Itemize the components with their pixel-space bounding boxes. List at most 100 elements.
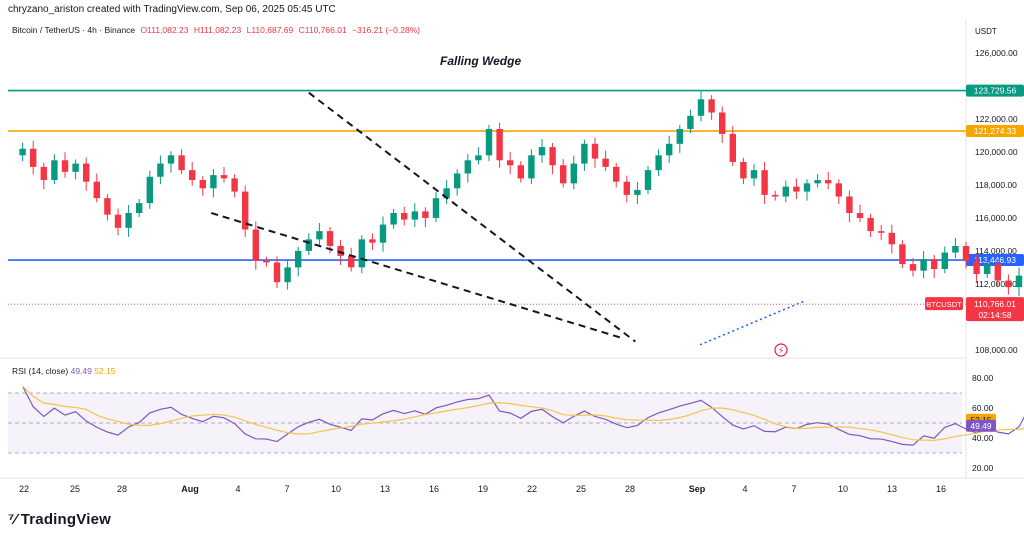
candle-body bbox=[61, 160, 69, 172]
time-tick-label: 22 bbox=[527, 484, 537, 494]
candle-body bbox=[136, 203, 143, 214]
open-value: O111,082.23 bbox=[140, 25, 189, 35]
candle-body bbox=[189, 170, 196, 181]
time-tick-label: 25 bbox=[70, 484, 80, 494]
candle-body bbox=[19, 148, 26, 156]
candle-body bbox=[40, 166, 47, 181]
price-tick-label: 126,000.00 bbox=[975, 48, 1018, 58]
candle-body bbox=[178, 155, 185, 171]
time-tick-label: 25 bbox=[576, 484, 586, 494]
candle-body bbox=[655, 155, 662, 171]
change-value: −316.21 (−0.28%) bbox=[352, 25, 421, 35]
current-price-tag bbox=[966, 297, 1024, 322]
candle-body bbox=[570, 163, 577, 184]
candle-body bbox=[676, 128, 683, 144]
candle-body bbox=[729, 133, 736, 162]
wedge-lower-line bbox=[210, 212, 623, 340]
rsi-title: RSI (14, close) bbox=[12, 366, 69, 376]
time-tick-label: 19 bbox=[478, 484, 488, 494]
candle-body bbox=[952, 245, 959, 253]
rsi-legend[interactable]: RSI (14, close) 49.49 52.15 bbox=[12, 366, 116, 376]
candle-body bbox=[167, 155, 175, 164]
pattern-annotation[interactable]: Falling Wedge bbox=[440, 54, 522, 68]
candle-body bbox=[941, 252, 948, 270]
candle-body bbox=[581, 143, 588, 164]
candle-body bbox=[305, 239, 312, 251]
candle-body bbox=[538, 147, 546, 156]
time-tick-label: 10 bbox=[331, 484, 341, 494]
candle-body bbox=[390, 213, 397, 225]
low-value: L110,687.69 bbox=[246, 25, 294, 35]
candle-body bbox=[231, 178, 238, 192]
countdown-label: 02:14:58 bbox=[978, 310, 1011, 320]
time-tick-label: Sep bbox=[689, 484, 706, 494]
candle-body bbox=[411, 211, 418, 220]
candle-body bbox=[93, 181, 100, 199]
time-tick-label: 4 bbox=[742, 484, 747, 494]
candle-body bbox=[814, 180, 821, 184]
tradingview-logo: ⁷⁄ TradingView bbox=[8, 511, 111, 528]
breakout-support-line bbox=[699, 299, 807, 346]
candle-body bbox=[337, 245, 344, 256]
candle-body bbox=[835, 183, 842, 197]
time-tick-label: 16 bbox=[429, 484, 439, 494]
price-tick-label: 114,000.00 bbox=[975, 246, 1017, 256]
candle-body bbox=[242, 191, 249, 230]
candle-body bbox=[761, 170, 768, 195]
candle-body bbox=[104, 198, 111, 215]
candle-body bbox=[220, 175, 228, 179]
candle-body bbox=[750, 170, 758, 179]
candle-body bbox=[623, 181, 630, 195]
candle-body bbox=[888, 232, 895, 245]
lightning-glyph: ⚡ bbox=[778, 347, 784, 357]
candle-body bbox=[316, 231, 323, 240]
candle-body bbox=[379, 224, 387, 243]
price-tick-label: 112,000.00 bbox=[975, 279, 1017, 289]
candle-body bbox=[962, 245, 970, 261]
candle-body bbox=[856, 213, 864, 218]
candle-body bbox=[528, 155, 535, 179]
candle-body bbox=[846, 196, 853, 214]
candle-body bbox=[125, 213, 132, 228]
symbol-name[interactable]: Bitcoin / TetherUS · 4h · Binance bbox=[12, 25, 136, 35]
rsi-tag-label: 49.49 bbox=[970, 421, 992, 431]
level-tag-label: 113,446.93 bbox=[974, 255, 1016, 265]
wedge-upper-line bbox=[308, 91, 636, 343]
candle-body bbox=[878, 231, 885, 233]
candle-body bbox=[295, 250, 302, 268]
candle-body bbox=[634, 189, 641, 195]
chart-caption: chryzano_ariston created with TradingVie… bbox=[8, 4, 336, 15]
candle-body bbox=[825, 180, 832, 184]
time-tick-label: 10 bbox=[838, 484, 848, 494]
rsi-tick-label: 20.00 bbox=[972, 463, 994, 473]
candle-body bbox=[719, 112, 726, 134]
level-tag bbox=[966, 84, 1024, 97]
symbol-tag bbox=[925, 297, 963, 311]
time-tick-label: 28 bbox=[117, 484, 127, 494]
candle-body bbox=[51, 160, 58, 181]
time-tick-label: 16 bbox=[936, 484, 946, 494]
candle-body bbox=[30, 148, 37, 167]
candle-body bbox=[475, 155, 482, 161]
time-tick-label: 13 bbox=[887, 484, 897, 494]
current-price-label: 110,766.01 bbox=[974, 299, 1016, 309]
candle-body bbox=[666, 143, 673, 156]
candle-body bbox=[994, 264, 1001, 281]
candle-body bbox=[772, 194, 779, 197]
candle-body bbox=[464, 160, 471, 174]
level-tag bbox=[966, 254, 1024, 267]
candle-body bbox=[326, 231, 334, 246]
candle-body bbox=[803, 183, 811, 192]
candle-body bbox=[549, 147, 556, 166]
candle-body bbox=[899, 244, 906, 265]
candle-body bbox=[920, 259, 927, 271]
candle-body bbox=[1015, 275, 1023, 288]
symbol-ohlc-legend[interactable]: Bitcoin / TetherUS · 4h · Binance O111,0… bbox=[12, 25, 423, 35]
price-tick-label: 120,000.00 bbox=[975, 147, 1018, 157]
symbol-tag-label: BTCUSDT bbox=[926, 300, 962, 309]
candle-body bbox=[602, 158, 609, 167]
level-tag-label: 123,729.56 bbox=[974, 86, 1017, 96]
candle-body bbox=[909, 264, 917, 271]
candle-body bbox=[210, 175, 217, 189]
